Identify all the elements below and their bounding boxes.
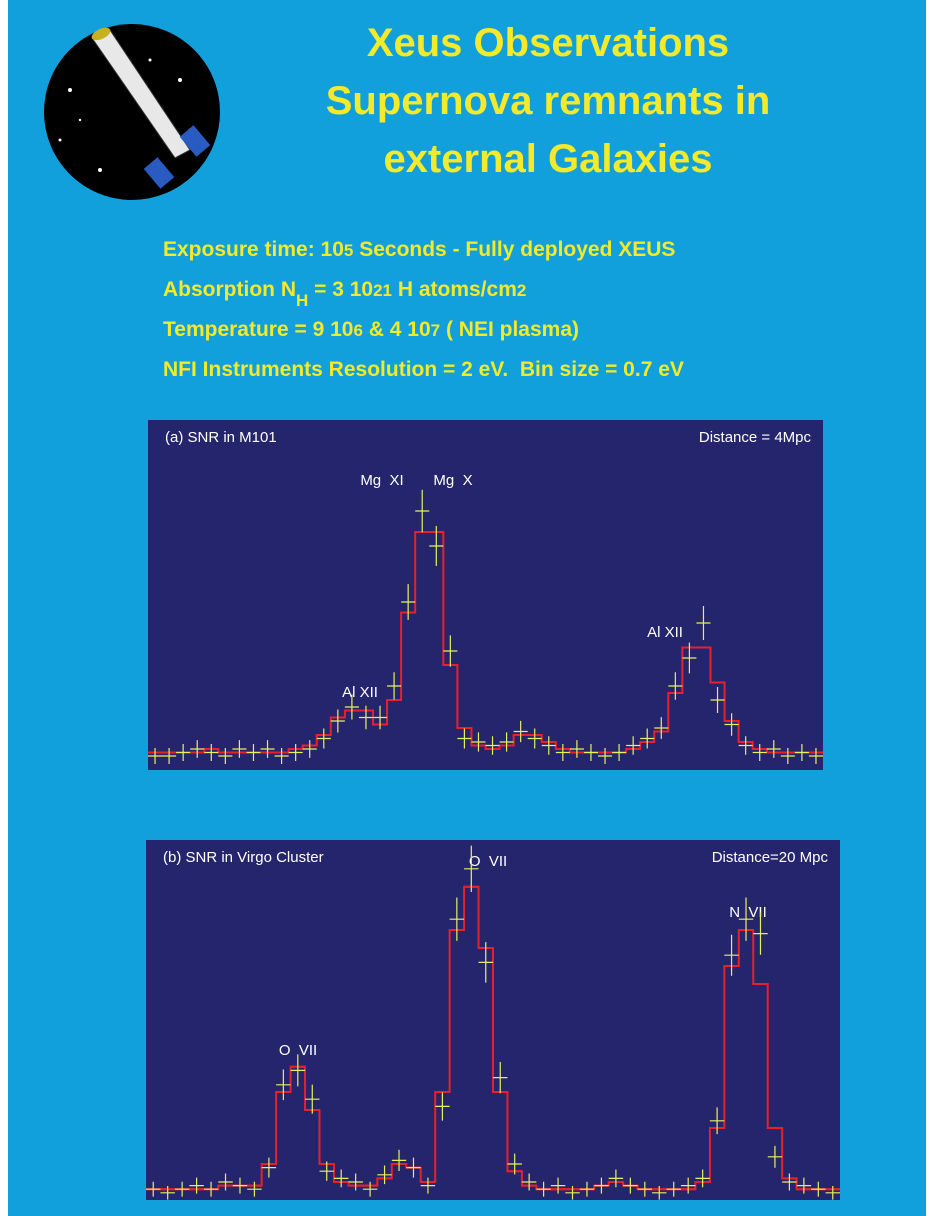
info-part: 5 — [344, 241, 353, 260]
info-part: = 3 10 — [308, 278, 373, 301]
chart: (a) SNR in M101 Distance = 4Mpc Mg XI Mg X A… — [148, 420, 823, 770]
line-label: N VII — [729, 904, 767, 921]
info-part: 21 — [373, 281, 392, 300]
chart-subtitle: Distance=20 Mpc — [712, 849, 829, 866]
line-label: Al XII — [647, 624, 683, 641]
line-label: Al XII — [342, 684, 378, 701]
title-line: external Galaxies — [383, 137, 712, 181]
chart-title: (b) SNR in Virgo Cluster — [163, 849, 324, 866]
info-part: Exposure time: 10 — [163, 238, 344, 261]
chart: (b) SNR in Virgo Cluster Distance=20 Mpc O… — [146, 840, 840, 1200]
info-part: Absorption N — [163, 278, 296, 301]
chart-title: (a) SNR in M101 — [165, 429, 277, 446]
chart-subtitle: Distance = 4Mpc — [699, 429, 812, 446]
info-line: NFI Instruments Resolution = 2 eV. Bin s… — [163, 358, 684, 381]
line-label: Mg XI — [360, 472, 403, 489]
info-line: Exposure time: 105 Seconds - Fully deplo… — [163, 238, 675, 261]
info-part: 7 — [431, 321, 440, 340]
line-label: O VII — [469, 853, 507, 870]
title-line: Supernova remnants in — [326, 79, 771, 123]
logo — [44, 24, 220, 200]
line-label: Mg X — [433, 472, 472, 489]
poster: Xeus Observations Supernova remnants in ex… — [0, 0, 930, 1216]
plot-area — [148, 420, 823, 770]
info-part: Seconds - Fully deployed XEUS — [353, 238, 675, 261]
info-line: Temperature = 9 106 & 4 107 ( NEI plasma… — [163, 318, 579, 341]
info-part: 6 — [353, 321, 362, 340]
info-part: & 4 10 — [363, 318, 431, 341]
info-part: 2 — [517, 281, 526, 300]
info-part: H atoms/cm — [392, 278, 517, 301]
info-part: H — [296, 291, 308, 310]
info-part: Temperature = 9 10 — [163, 318, 353, 341]
info-part: ( NEI plasma) — [440, 318, 579, 341]
title-line: Xeus Observations — [367, 21, 729, 65]
info-part: NFI Instruments Resolution = 2 eV. Bin s… — [163, 358, 684, 381]
